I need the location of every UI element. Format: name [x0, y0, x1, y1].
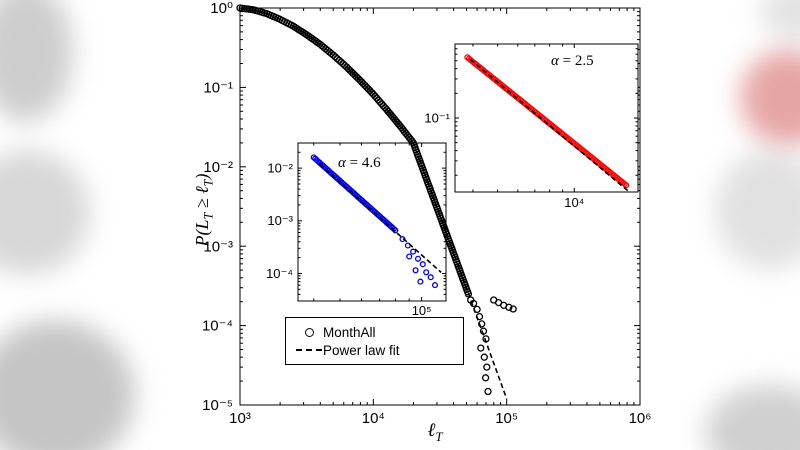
y-tick-label: 10⁻⁴ — [266, 266, 293, 281]
marker-circle — [509, 305, 517, 313]
y-axis-label: P(LT ≥ ℓT) — [192, 100, 216, 320]
x-tick-label: 10⁶ — [629, 410, 652, 427]
inset-blue-series — [310, 154, 442, 289]
monthall-marker-icon — [295, 327, 323, 337]
y-tick-label: 10⁻³ — [203, 238, 233, 255]
y-axis-label-text: ) — [192, 173, 212, 180]
legend-label-power-law-fit: Power law fit — [323, 342, 400, 358]
marker-circle — [477, 344, 485, 352]
marker-circle — [414, 255, 422, 262]
inset-red-fit-line — [469, 58, 631, 192]
marker-circle — [431, 282, 439, 289]
alpha-symbol: α — [551, 53, 559, 69]
y-tick-label: 10⁻² — [267, 161, 293, 176]
marker-circle — [423, 269, 430, 276]
marker-circle — [484, 387, 492, 396]
inset-red-axes: 10⁴ 10⁻¹ — [424, 43, 639, 210]
background-blur-blob — [715, 150, 800, 270]
x-tick-label: 10⁴ — [362, 410, 385, 427]
x-tick-label: 10⁴ — [564, 195, 584, 210]
marker-circle — [464, 290, 473, 298]
y-axis-label-text: P(L — [192, 219, 212, 247]
y-tick-label: 10⁻⁵ — [202, 397, 233, 414]
main-fit-line — [418, 157, 508, 399]
main-series — [236, 4, 517, 399]
marker-circle — [410, 248, 417, 255]
marker-circle — [480, 353, 488, 361]
power-law-fit-line-icon — [295, 349, 323, 351]
x-tick-label: 10³ — [229, 410, 251, 427]
x-tick-label: 10⁵ — [412, 303, 432, 318]
marker-circle — [412, 267, 419, 274]
y-axis-label-text: ℓ — [192, 186, 212, 194]
marker-circle — [419, 261, 426, 268]
marker-circle — [469, 299, 478, 308]
legend: MonthAll Power law fit — [285, 317, 464, 365]
legend-item-power-law-fit: Power law fit — [295, 341, 463, 359]
legend-label-monthall: MonthAll — [323, 324, 376, 340]
y-tick-label: 10⁻³ — [267, 213, 293, 228]
marker-circle — [505, 303, 513, 311]
alpha-value: = 2.5 — [558, 53, 594, 69]
legend-item-monthall: MonthAll — [295, 323, 463, 341]
y-axis-label-text: ≥ — [192, 193, 212, 213]
y-axis-label-sub: T — [201, 212, 216, 220]
alpha-value: = 4.6 — [345, 155, 381, 171]
y-tick-label: 10⁰ — [210, 0, 233, 17]
y-tick-label: 10⁻¹ — [424, 110, 450, 125]
y-tick-label: 10⁻¹ — [203, 80, 233, 97]
y-tick-label: 10⁻⁴ — [202, 318, 233, 335]
x-tick-label: 10⁵ — [495, 410, 518, 427]
inset-red-alpha-annotation: α = 2.5 — [551, 53, 594, 70]
y-axis-label-sub: T — [201, 179, 216, 187]
inset-red-series — [464, 54, 631, 192]
alpha-symbol: α — [338, 155, 346, 171]
y-tick-label: 10⁻² — [203, 159, 233, 176]
x-axis-label-sub: T — [435, 428, 443, 444]
marker-circle — [417, 278, 424, 285]
marker-circle — [623, 182, 630, 189]
marker-circle — [483, 363, 491, 371]
marker-circle — [427, 274, 434, 281]
inset-blue-alpha-annotation: α = 4.6 — [338, 155, 381, 172]
inset-blue-fit-line — [318, 163, 442, 273]
marker-circle — [481, 374, 490, 382]
x-axis-label: ℓT — [405, 420, 465, 445]
marker-circle — [406, 253, 413, 260]
x-axis-label-text: ℓ — [427, 420, 436, 441]
